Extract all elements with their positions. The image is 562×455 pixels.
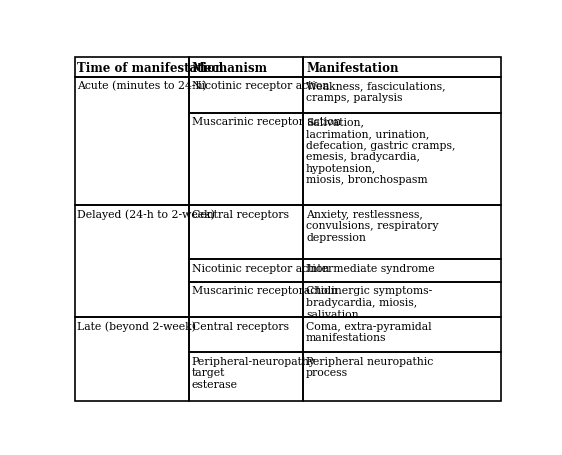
Text: Time of manifestation: Time of manifestation [77, 61, 224, 75]
Bar [75, 317, 189, 401]
Bar [189, 77, 303, 114]
Text: Muscarinic receptoraction: Muscarinic receptoraction [192, 286, 337, 296]
Bar [303, 352, 501, 401]
Bar [189, 114, 303, 206]
Text: Peripheral-neuropathy
target
esterase: Peripheral-neuropathy target esterase [192, 356, 316, 389]
Bar [75, 206, 189, 317]
Text: Mechanism: Mechanism [192, 61, 268, 75]
Bar [75, 58, 189, 77]
Bar [303, 77, 501, 114]
Text: Anxiety, restlessness,
convulsions, respiratory
depression: Anxiety, restlessness, convulsions, resp… [306, 209, 438, 243]
Bar [303, 317, 501, 352]
Text: Salivation,
lacrimation, urination,
defecation, gastric cramps,
emesis, bradycar: Salivation, lacrimation, urination, defe… [306, 117, 456, 185]
Bar [303, 114, 501, 206]
Bar [189, 260, 303, 282]
Text: Nicotinic receptor action: Nicotinic receptor action [192, 81, 329, 91]
Bar [303, 58, 501, 77]
Bar [189, 317, 303, 352]
Bar [189, 352, 303, 401]
Bar [303, 282, 501, 317]
Text: Peripheral neuropathic
process: Peripheral neuropathic process [306, 356, 433, 377]
Text: Cholinergic symptoms-
bradycardia, miosis,
salivation: Cholinergic symptoms- bradycardia, miosi… [306, 286, 432, 319]
Bar [189, 282, 303, 317]
Bar [75, 77, 189, 206]
Text: Central receptors: Central receptors [192, 209, 289, 219]
Bar [189, 206, 303, 260]
Text: Intermediate syndrome: Intermediate syndrome [306, 263, 434, 273]
Bar [189, 58, 303, 77]
Text: Manifestation: Manifestation [306, 61, 398, 75]
Text: Muscarinic receptor action: Muscarinic receptor action [192, 117, 341, 127]
Text: Central receptors: Central receptors [192, 321, 289, 331]
Text: Late (beyond 2-week): Late (beyond 2-week) [77, 321, 196, 331]
Text: Coma, extra-pyramidal
manifestations: Coma, extra-pyramidal manifestations [306, 321, 432, 342]
Text: Acute (minutes to 24-h): Acute (minutes to 24-h) [77, 81, 207, 91]
Bar [303, 260, 501, 282]
Text: Delayed (24-h to 2-week): Delayed (24-h to 2-week) [77, 209, 215, 220]
Bar [303, 206, 501, 260]
Text: Nicotinic receptor action: Nicotinic receptor action [192, 263, 329, 273]
Text: Weakness, fasciculations,
cramps, paralysis: Weakness, fasciculations, cramps, paraly… [306, 81, 446, 102]
